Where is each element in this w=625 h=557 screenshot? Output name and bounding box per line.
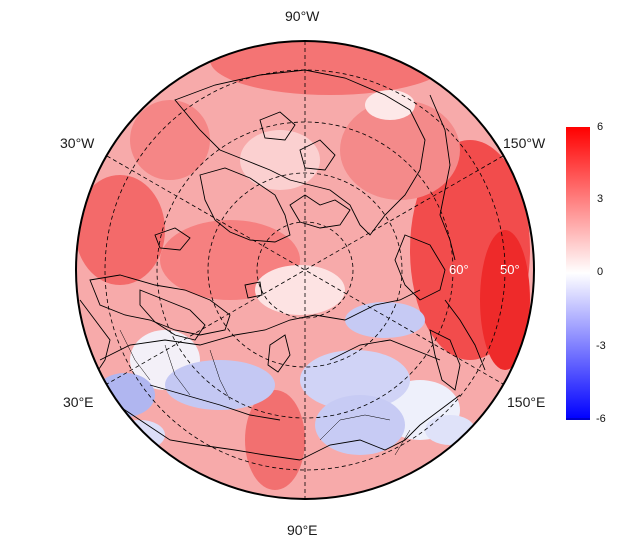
anomaly-field	[76, 41, 534, 499]
colorbar-tick-neg6: -6	[596, 413, 606, 425]
colorbar	[566, 127, 590, 419]
colorbar-tick-neg3: -3	[596, 340, 606, 352]
lon-label-top: 90°W	[285, 8, 320, 24]
lon-label-upper-left: 30°W	[60, 135, 95, 151]
map-boundary	[75, 40, 535, 500]
graticule	[104, 41, 506, 499]
latitude-label-50: 50°	[500, 262, 520, 277]
lon-label-bottom: 90°E	[287, 522, 318, 538]
colorbar-tick-6: 6	[597, 121, 604, 133]
lon-label-upper-right: 150°W	[503, 135, 546, 151]
colorbar-tick-0: 0	[597, 266, 604, 278]
coastlines	[79, 69, 486, 461]
latitude-label-60: 60°	[449, 262, 469, 277]
lon-label-lower-left: 30°E	[63, 394, 94, 410]
lon-label-lower-right: 150°E	[507, 394, 546, 410]
colorbar-tick-3: 3	[597, 193, 604, 205]
